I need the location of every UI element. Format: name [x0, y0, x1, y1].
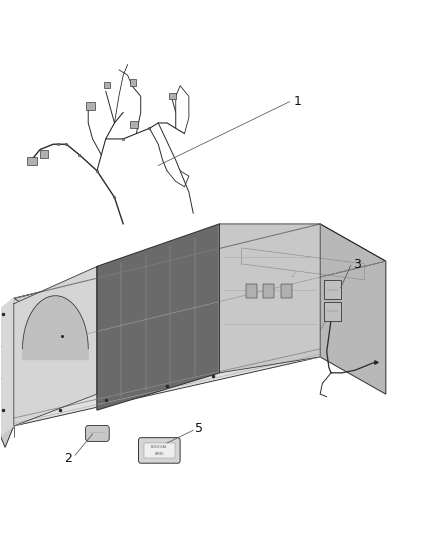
FancyBboxPatch shape	[323, 280, 340, 300]
Bar	[245, 284, 256, 298]
Text: 2: 2	[64, 453, 72, 465]
Text: 1: 1	[293, 95, 301, 108]
Text: WIRING: WIRING	[154, 453, 164, 456]
Bar	[103, 82, 110, 88]
Polygon shape	[14, 266, 97, 426]
Bar	[27, 157, 36, 165]
Bar	[169, 93, 175, 99]
Text: 5: 5	[195, 422, 203, 435]
Polygon shape	[0, 298, 14, 447]
Polygon shape	[14, 224, 319, 426]
Bar	[280, 284, 291, 298]
Text: 2: 2	[290, 270, 296, 279]
Text: 56055150AA: 56055150AA	[151, 446, 167, 449]
Text: 3: 3	[352, 258, 360, 271]
Bar	[263, 284, 274, 298]
Polygon shape	[0, 298, 14, 436]
FancyBboxPatch shape	[144, 443, 174, 458]
FancyBboxPatch shape	[323, 302, 340, 321]
Polygon shape	[97, 224, 219, 410]
Bar	[40, 150, 48, 158]
Polygon shape	[219, 224, 319, 373]
FancyBboxPatch shape	[85, 425, 109, 441]
Polygon shape	[319, 224, 385, 394]
Bar	[130, 79, 136, 86]
FancyBboxPatch shape	[138, 438, 180, 463]
Polygon shape	[22, 296, 88, 360]
Bar	[86, 102, 95, 110]
Bar	[130, 122, 138, 128]
Polygon shape	[14, 224, 385, 336]
